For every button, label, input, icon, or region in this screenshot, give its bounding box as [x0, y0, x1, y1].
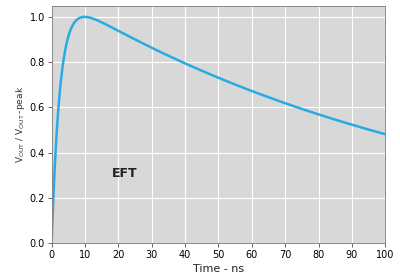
Text: EFT: EFT [112, 167, 137, 180]
Y-axis label: $\mathsf{V_{OUT}\ /\ V_{OUT}\/}$-peak: $\mathsf{V_{OUT}\ /\ V_{OUT}\/}$-peak [14, 86, 26, 163]
X-axis label: Time - ns: Time - ns [193, 264, 244, 274]
